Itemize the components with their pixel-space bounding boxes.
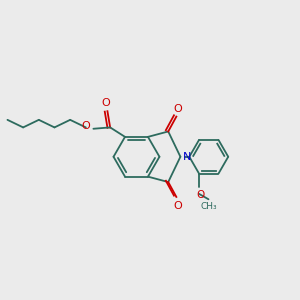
Text: O: O [196, 190, 205, 200]
Text: CH₃: CH₃ [200, 202, 217, 211]
Text: O: O [81, 121, 90, 130]
Text: O: O [173, 201, 182, 211]
Text: O: O [102, 98, 110, 109]
Text: N: N [183, 152, 191, 162]
Text: O: O [173, 104, 182, 114]
